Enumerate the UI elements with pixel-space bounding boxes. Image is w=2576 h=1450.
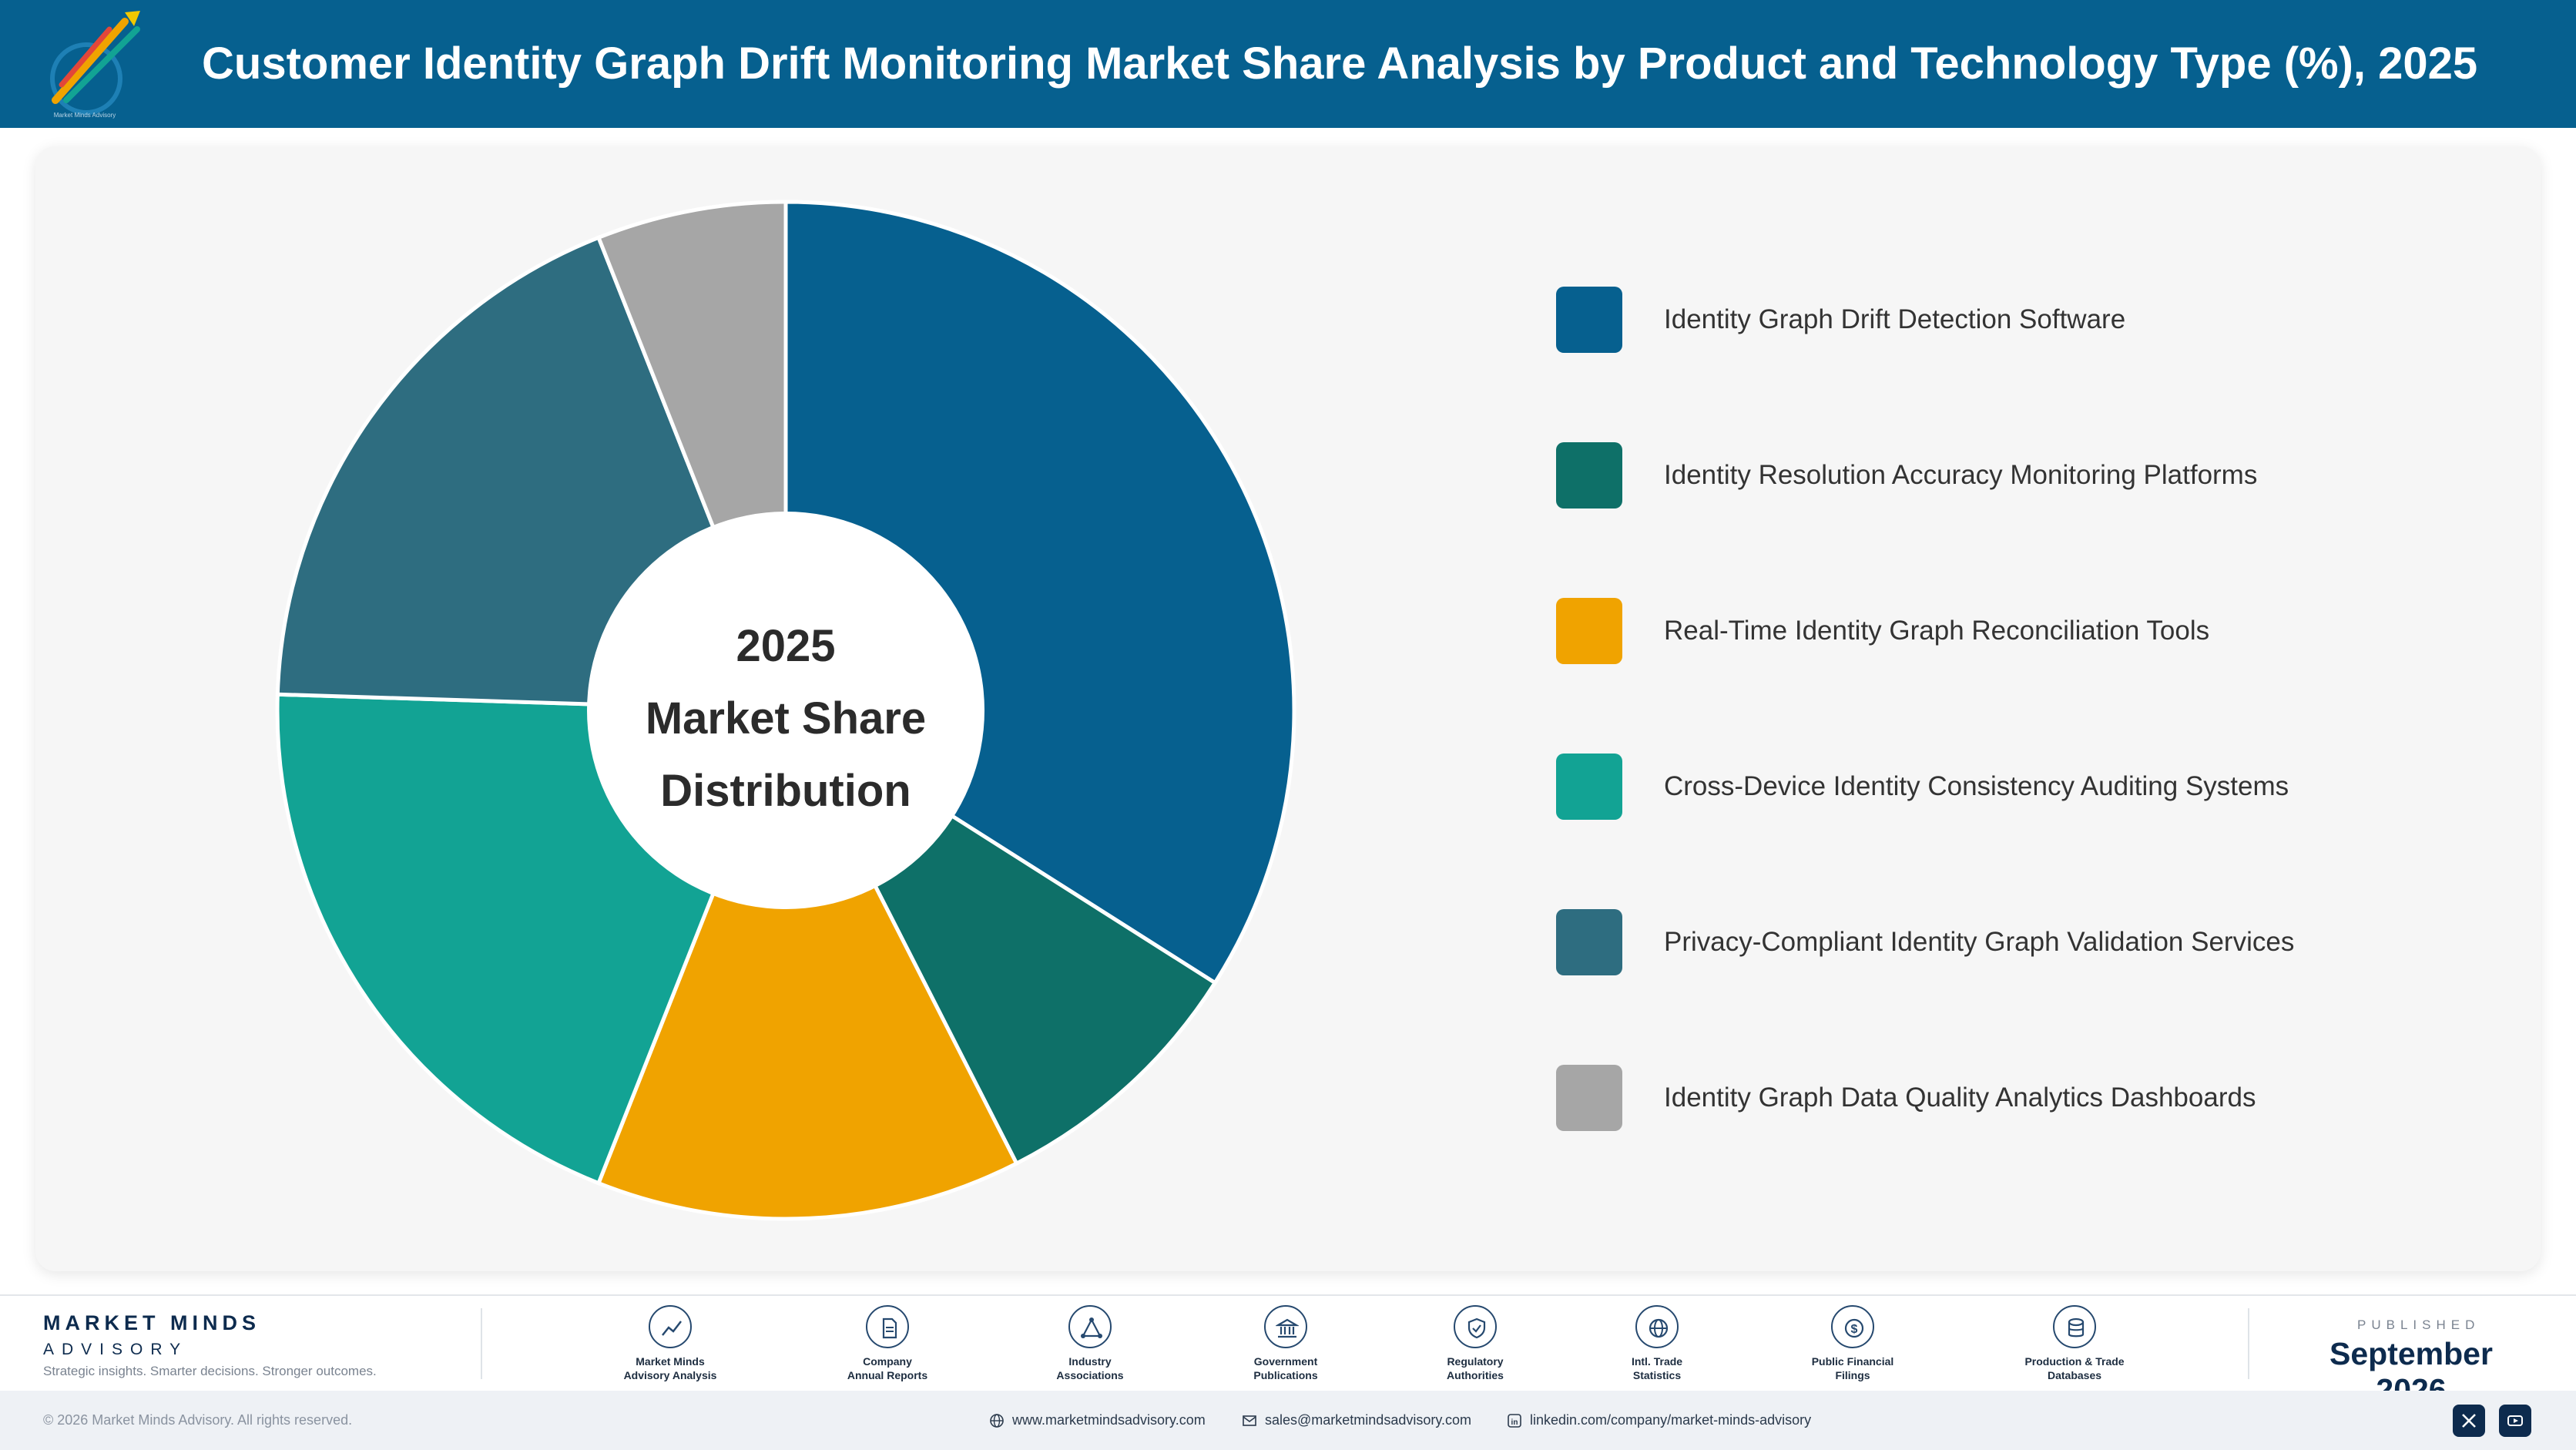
brand-tagline: Strategic insights. Smarter decisions. S… xyxy=(43,1364,377,1378)
database-icon xyxy=(2053,1305,2096,1348)
legend-item: Identity Resolution Accuracy Monitoring … xyxy=(1556,442,2480,509)
globe-icon xyxy=(1635,1305,1679,1348)
header-bar: Market Minds Advisory Customer Identity … xyxy=(0,0,2576,128)
source-label: Industry Associations xyxy=(1056,1355,1124,1381)
legend-item: Identity Graph Drift Detection Software xyxy=(1556,287,2480,353)
source-item: Regulatory Authorities xyxy=(1383,1305,1568,1382)
source-item: Government Publications xyxy=(1193,1305,1378,1382)
website-text: www.marketmindsadvisory.com xyxy=(1012,1412,1206,1428)
globe-icon xyxy=(990,1414,1004,1428)
legend-label: Identity Graph Drift Detection Software xyxy=(1664,304,2126,334)
legend-swatch xyxy=(1556,1065,1622,1131)
logo-caption: Market Minds Advisory xyxy=(54,112,116,119)
legend-swatch xyxy=(1556,287,1622,353)
legend-swatch xyxy=(1556,754,1622,820)
copyright-text: © 2026 Market Minds Advisory. All rights… xyxy=(43,1412,353,1428)
svg-text:in: in xyxy=(1511,1418,1518,1427)
brand-name: MARKET MINDS xyxy=(43,1311,260,1334)
x-social-button[interactable] xyxy=(2453,1405,2485,1437)
source-item: Company Annual Reports xyxy=(795,1305,980,1382)
source-label: Public Financial Filings xyxy=(1811,1355,1894,1381)
legend-swatch xyxy=(1556,442,1622,509)
source-label: Regulatory Authorities xyxy=(1447,1355,1504,1381)
document-icon xyxy=(866,1305,909,1348)
source-item: Intl. Trade Statistics xyxy=(1565,1305,1749,1382)
center-label-year: 2025 xyxy=(736,621,835,671)
chart-card: 2025 Market Share Distribution Identity … xyxy=(35,146,2541,1271)
company-logo: Market Minds Advisory xyxy=(50,11,140,119)
source-label: Market Minds Advisory Analysis xyxy=(623,1355,717,1381)
source-label: Intl. Trade Statistics xyxy=(1631,1355,1683,1381)
source-label: Government Publications xyxy=(1253,1355,1318,1381)
legend-label: Identity Graph Data Quality Analytics Da… xyxy=(1664,1082,2256,1113)
legend-label: Cross-Device Identity Consistency Auditi… xyxy=(1664,771,2289,801)
source-item: Market Minds Advisory Analysis xyxy=(578,1305,763,1382)
source-item: Production & Trade Databases xyxy=(1982,1305,2167,1382)
center-label-line-2: Market Share xyxy=(646,693,926,743)
website-link[interactable]: www.marketmindsadvisory.com xyxy=(989,1391,1206,1450)
divider xyxy=(481,1308,482,1379)
legend-item: Privacy-Compliant Identity Graph Validat… xyxy=(1556,909,2480,975)
mail-icon xyxy=(1243,1415,1256,1427)
brand-subtitle: ADVISORY xyxy=(43,1341,189,1358)
legend-label: Identity Resolution Accuracy Monitoring … xyxy=(1664,460,2258,490)
legend-label: Real-Time Identity Graph Reconciliation … xyxy=(1664,616,2210,646)
legend-label: Privacy-Compliant Identity Graph Validat… xyxy=(1664,927,2295,957)
linkedin-icon: in xyxy=(1508,1414,1521,1428)
source-item: $ Public Financial Filings xyxy=(1760,1305,1945,1382)
donut-chart: 2025 Market Share Distribution xyxy=(275,200,1296,1221)
legend-swatch xyxy=(1556,909,1622,975)
network-icon xyxy=(1068,1305,1112,1348)
linkedin-text: linkedin.com/company/market-minds-adviso… xyxy=(1530,1412,1812,1428)
youtube-icon xyxy=(2507,1415,2523,1426)
pie-slice-3 xyxy=(595,705,1019,1221)
dollar-coin-icon: $ xyxy=(1831,1305,1874,1348)
legend-swatch xyxy=(1556,598,1622,664)
svg-text:$: $ xyxy=(1851,1323,1858,1336)
legend-item: Real-Time Identity Graph Reconciliation … xyxy=(1556,598,2480,664)
legend-item: Identity Graph Data Quality Analytics Da… xyxy=(1556,1065,2480,1131)
shield-icon xyxy=(1454,1305,1497,1348)
government-building-icon xyxy=(1264,1305,1307,1348)
source-label: Company Annual Reports xyxy=(847,1355,928,1381)
email-link[interactable]: sales@marketmindsadvisory.com xyxy=(1242,1391,1471,1450)
linkedin-link[interactable]: in linkedin.com/company/market-minds-advi… xyxy=(1507,1391,1811,1450)
bottom-bar: © 2026 Market Minds Advisory. All rights… xyxy=(0,1391,2576,1450)
published-label: PUBLISHED xyxy=(2357,1317,2480,1332)
donut-hole xyxy=(587,512,984,909)
source-label: Production & Trade Databases xyxy=(2024,1355,2125,1381)
divider xyxy=(2248,1308,2249,1379)
youtube-social-button[interactable] xyxy=(2499,1405,2531,1437)
page-title: Customer Identity Graph Drift Monitoring… xyxy=(202,39,2478,89)
center-label-line-3: Distribution xyxy=(660,766,911,816)
x-icon xyxy=(2462,1414,2476,1428)
email-text: sales@marketmindsadvisory.com xyxy=(1265,1412,1472,1428)
source-item: Industry Associations xyxy=(998,1305,1182,1382)
legend-item: Cross-Device Identity Consistency Auditi… xyxy=(1556,754,2480,820)
sources-footer: MARKET MINDS ADVISORY Strategic insights… xyxy=(0,1294,2576,1408)
chart-line-icon xyxy=(649,1305,692,1348)
